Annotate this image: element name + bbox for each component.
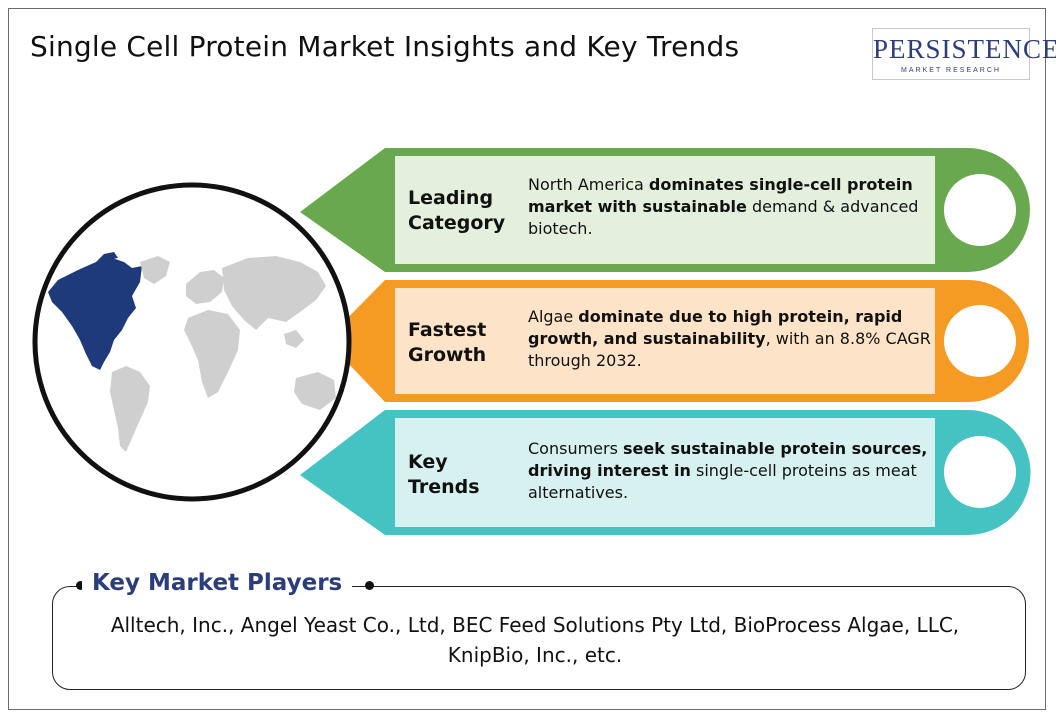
band-green-circle: [944, 174, 1016, 246]
logo-subtitle: MARKET RESEARCH: [901, 67, 1001, 74]
insight-desc-segment: dominates single-cell protein market wit…: [528, 175, 913, 216]
insight-desc-segment: Consumers: [528, 439, 624, 458]
connector-teal: [300, 410, 385, 535]
world-map-globe: [32, 182, 352, 502]
band-teal-circle: [944, 436, 1016, 508]
brand-logo: PERSISTENCE MARKET RESEARCH: [872, 28, 1056, 80]
logo-brand: PERSISTENCE: [873, 34, 1056, 64]
panel-teal: [395, 418, 935, 527]
insight-desc-segment: demand & advanced biotech.: [528, 197, 919, 238]
page-title: Single Cell Protein Market Insights and …: [30, 30, 740, 63]
insight-desc-leading-category: North America dominates single-cell prot…: [528, 174, 938, 240]
insight-desc-fastest-growth: Algae dominate due to high protein, rapi…: [528, 306, 938, 372]
insight-desc-segment: dominate due to high protein, rapid grow…: [528, 307, 903, 348]
panel-green: [395, 156, 935, 264]
connector-orange: [326, 280, 385, 402]
insight-desc-segment: seek sustainable protein sources, drivin…: [528, 439, 928, 480]
panel-orange: [395, 288, 935, 394]
connector-green: [300, 148, 385, 272]
insight-label-key-trends: Key Trends: [408, 451, 480, 498]
outer-frame: [8, 8, 1046, 710]
players-title-dot-left: [76, 581, 85, 590]
insight-label-fastest-growth: Fastest Growth: [408, 319, 487, 366]
north-america-shape: [48, 258, 142, 370]
insight-desc-segment: Algae: [528, 307, 579, 326]
insight-desc-segment: single-cell proteins as meat alternative…: [528, 461, 917, 502]
players-box: [52, 586, 1026, 690]
insight-desc-key-trends: Consumers seek sustainable protein sourc…: [528, 438, 938, 504]
players-title-dot-right: [365, 581, 374, 590]
players-title: Key Market Players: [82, 570, 353, 596]
insight-desc-segment: , with an 8.8% CAGR through 2032.: [528, 329, 931, 370]
insight-desc-segment: North America: [528, 175, 649, 194]
band-orange-circle: [944, 305, 1016, 377]
players-list: Alltech, Inc., Angel Yeast Co., Ltd, BEC…: [110, 613, 960, 667]
insight-label-leading-category: Leading Category: [408, 187, 506, 234]
